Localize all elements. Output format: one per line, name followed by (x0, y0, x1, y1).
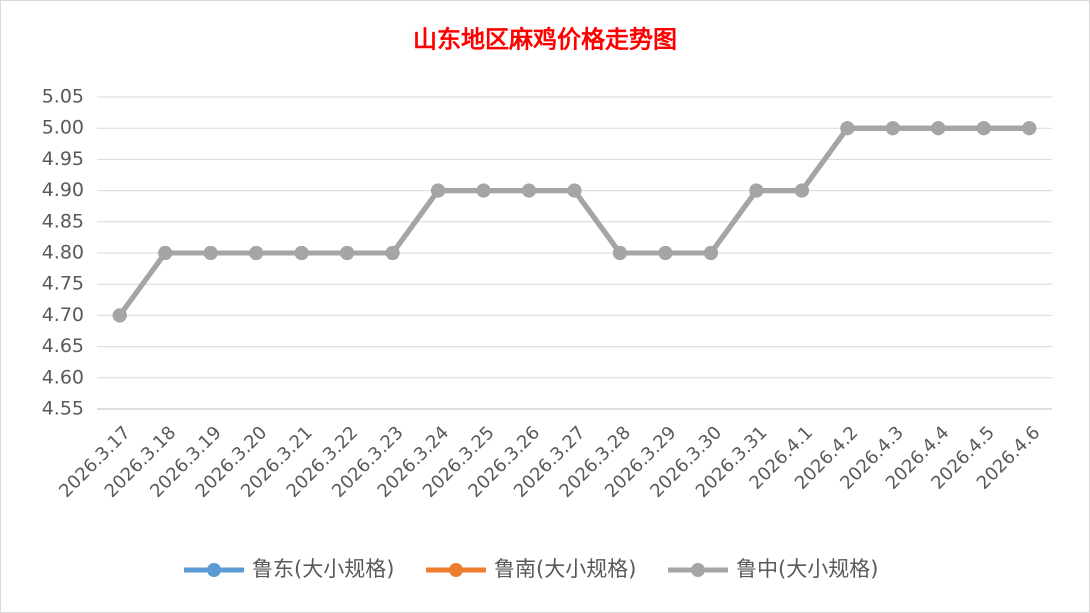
data-point (840, 121, 855, 136)
data-point (567, 183, 582, 198)
y-tick-label: 5.05 (42, 86, 84, 108)
y-tick-label: 4.80 (42, 242, 84, 264)
y-tick-label: 4.70 (42, 304, 84, 326)
data-point (249, 246, 264, 260)
data-point (749, 183, 764, 198)
legend-marker (449, 563, 463, 577)
data-point (976, 121, 991, 136)
y-tick-label: 4.55 (42, 398, 84, 420)
data-point (112, 308, 127, 323)
data-point (431, 183, 446, 198)
legend-marker (207, 563, 221, 577)
y-tick-label: 4.65 (42, 335, 84, 357)
data-point (931, 121, 946, 136)
data-point (703, 246, 718, 260)
legend-marker (691, 563, 705, 577)
data-point (885, 121, 900, 136)
chart-title: 山东地区麻鸡价格走势图 (413, 25, 677, 54)
y-tick-label: 5.00 (42, 117, 84, 139)
data-point (476, 183, 491, 198)
data-point (658, 246, 673, 260)
y-tick-label: 4.60 (42, 366, 84, 388)
legend-label: 鲁中(大小规格) (736, 557, 878, 581)
data-point (340, 246, 355, 260)
y-tick-label: 4.95 (42, 148, 84, 170)
y-tick-label: 4.90 (42, 179, 84, 201)
legend-label: 鲁南(大小规格) (494, 557, 636, 581)
data-point (794, 183, 809, 198)
data-point (294, 246, 309, 260)
data-point (612, 246, 627, 260)
y-tick-label: 4.85 (42, 210, 84, 232)
data-point (522, 183, 537, 198)
data-point (1022, 121, 1037, 136)
legend-label: 鲁东(大小规格) (252, 557, 394, 581)
data-point (385, 246, 400, 260)
y-tick-label: 4.75 (42, 273, 84, 295)
data-point (203, 246, 218, 260)
data-point (158, 246, 173, 260)
